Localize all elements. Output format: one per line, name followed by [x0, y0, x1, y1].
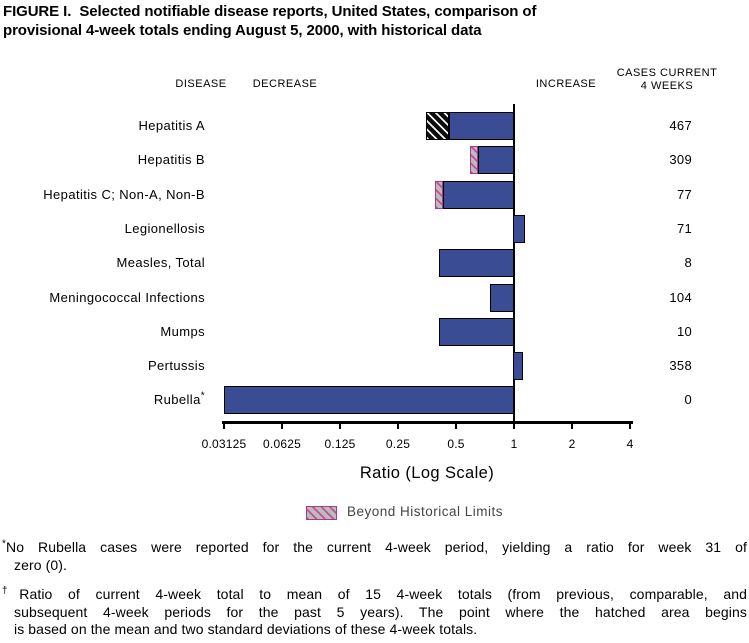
bar-increase — [513, 352, 523, 380]
cases-value: 467 — [669, 118, 692, 133]
footnote-ratio-line2: subsequent 4-week periods for the past 5… — [14, 603, 747, 620]
figure-title-line1: FIGURE I. Selected notifiable disease re… — [3, 3, 537, 20]
disease-label: Meningococcal Infections — [49, 290, 205, 305]
axis-tick — [571, 421, 573, 429]
x-axis-title: Ratio (Log Scale) — [359, 464, 495, 482]
axis-tick-label: 0.5 — [447, 437, 465, 451]
cases-value: 8 — [684, 255, 692, 270]
figure-title-line2: provisional 4-week totals ending August … — [3, 22, 482, 39]
x-axis-line — [222, 421, 633, 424]
axis-tick-label: 4 — [626, 437, 634, 451]
axis-tick-label: 0.03125 — [201, 437, 247, 451]
axis-tick-label: 1 — [510, 437, 518, 451]
disease-label: Hepatitis A — [138, 118, 205, 133]
axis-tick-label: 0.0625 — [263, 437, 301, 451]
bar-decrease — [224, 386, 514, 414]
footnote-ratio-line3: is based on the mean and two standard de… — [14, 621, 478, 637]
footnote-marker-dagger: † — [2, 585, 20, 597]
footnote-gap — [2, 574, 747, 586]
column-header-cases-line2: 4 WEEKS — [640, 80, 694, 92]
disease-label: Mumps — [160, 324, 205, 339]
column-header-cases: CASES CURRENT 4 WEEKS — [597, 67, 737, 93]
legend-label: Beyond Historical Limits — [347, 504, 504, 519]
cases-value: 77 — [676, 187, 692, 202]
footnote-rubella-line1: *No Rubella cases were reported for the … — [2, 538, 747, 555]
axis-tick — [513, 421, 515, 429]
cases-value: 358 — [669, 358, 692, 373]
column-header-cases-line1: CASES CURRENT — [616, 67, 718, 79]
footnote-rubella-line2: zero (0). — [14, 556, 68, 573]
disease-label: Measles, Total — [116, 255, 205, 270]
bar-decrease — [490, 284, 514, 312]
column-header-disease: DISEASE — [175, 78, 227, 90]
footnote-marker-asterisk: * — [2, 538, 6, 550]
bar-decrease — [439, 249, 514, 277]
bar-decrease — [478, 146, 514, 174]
axis-tick — [629, 421, 631, 429]
cases-value: 10 — [676, 324, 692, 339]
cases-value: 0 — [684, 392, 692, 407]
axis-tick — [455, 421, 457, 429]
disease-label: Legionellosis — [124, 221, 205, 236]
disease-label: Rubella* — [153, 390, 205, 407]
column-header-increase: INCREASE — [535, 78, 597, 90]
figure-title: FIGURE I. Selected notifiable disease re… — [3, 2, 743, 40]
bar-decrease — [443, 181, 514, 209]
cases-value: 309 — [669, 152, 692, 167]
disease-label: Hepatitis C; Non-A, Non-B — [43, 187, 205, 202]
axis-tick — [223, 421, 225, 429]
bar-increase — [513, 215, 525, 243]
axis-tick — [339, 421, 341, 429]
column-header-decrease: DECREASE — [252, 78, 318, 90]
disease-footnote-marker: * — [200, 390, 205, 402]
disease-label: Pertussis — [147, 358, 205, 373]
footnotes: *No Rubella cases were reported for the … — [2, 539, 747, 639]
bar-decrease — [449, 112, 514, 140]
axis-tick — [281, 421, 283, 429]
legend-swatch-beyond-limits — [306, 506, 337, 520]
cases-value: 71 — [676, 221, 692, 236]
axis-tick-label: 2 — [568, 437, 576, 451]
axis-tick-label: 0.25 — [385, 437, 411, 451]
ratio-1-baseline — [513, 104, 515, 422]
cases-value: 104 — [669, 290, 692, 305]
bar-decrease — [439, 318, 514, 346]
bar-beyond-historical-limits — [426, 112, 449, 140]
axis-tick — [397, 421, 399, 429]
bar-beyond-historical-limits — [470, 146, 478, 174]
footnote-ratio-line1: †Ratio of current 4-week total to mean o… — [2, 585, 747, 602]
bar-beyond-historical-limits — [435, 181, 443, 209]
axis-tick-label: 0.125 — [324, 437, 356, 451]
disease-label: Hepatitis B — [137, 152, 205, 167]
